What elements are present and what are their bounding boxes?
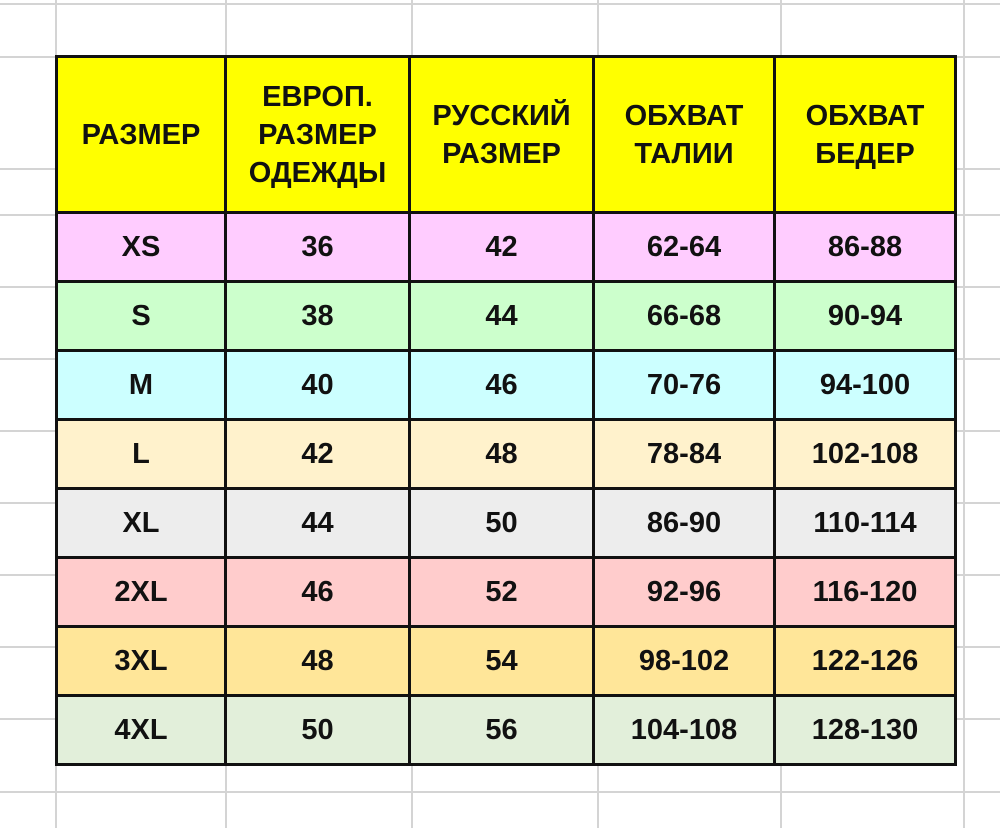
table-row: M 40 46 70-76 94-100 bbox=[55, 349, 957, 421]
table-cell[interactable]: 86-90 bbox=[592, 487, 776, 559]
table-cell[interactable]: M bbox=[55, 349, 227, 421]
table-cell[interactable]: 3XL bbox=[55, 625, 227, 697]
table-row: XL 44 50 86-90 110-114 bbox=[55, 487, 957, 559]
header-text: РАЗМЕР bbox=[81, 118, 201, 151]
header-text: ОБХВАТ bbox=[805, 99, 925, 132]
table-cell[interactable]: 2XL bbox=[55, 556, 227, 628]
table-row: 3XL 48 54 98-102 122-126 bbox=[55, 625, 957, 697]
table-cell[interactable]: 92-96 bbox=[592, 556, 776, 628]
table-cell[interactable]: 102-108 bbox=[773, 418, 957, 490]
table-row: 4XL 50 56 104-108 128-130 bbox=[55, 694, 957, 766]
header-cell[interactable]: РАЗМЕР bbox=[55, 55, 227, 214]
table-cell[interactable]: 62-64 bbox=[592, 211, 776, 283]
gridline bbox=[0, 3, 1000, 5]
table-cell[interactable]: 52 bbox=[408, 556, 595, 628]
header-text: ЕВРОП. bbox=[262, 80, 373, 113]
header-cell[interactable]: РУССКИЙ РАЗМЕР bbox=[408, 55, 595, 214]
table-cell[interactable]: L bbox=[55, 418, 227, 490]
gridline bbox=[963, 0, 965, 828]
table-row: 2XL 46 52 92-96 116-120 bbox=[55, 556, 957, 628]
table-cell[interactable]: 94-100 bbox=[773, 349, 957, 421]
table-cell[interactable]: 4XL bbox=[55, 694, 227, 766]
table-cell[interactable]: 78-84 bbox=[592, 418, 776, 490]
header-text: БЕДЕР bbox=[815, 137, 915, 170]
gridline bbox=[0, 791, 1000, 793]
table-cell[interactable]: 90-94 bbox=[773, 280, 957, 352]
table-cell[interactable]: 128-130 bbox=[773, 694, 957, 766]
table-cell[interactable]: 46 bbox=[408, 349, 595, 421]
table-cell[interactable]: 42 bbox=[224, 418, 411, 490]
table-cell[interactable]: 98-102 bbox=[592, 625, 776, 697]
table-cell[interactable]: 110-114 bbox=[773, 487, 957, 559]
table-cell[interactable]: 40 bbox=[224, 349, 411, 421]
table-cell[interactable]: 70-76 bbox=[592, 349, 776, 421]
table-cell[interactable]: XL bbox=[55, 487, 227, 559]
table-cell[interactable]: 116-120 bbox=[773, 556, 957, 628]
table-cell[interactable]: 48 bbox=[224, 625, 411, 697]
header-text: РУССКИЙ bbox=[432, 99, 571, 132]
table-cell[interactable]: 46 bbox=[224, 556, 411, 628]
table-cell[interactable]: 86-88 bbox=[773, 211, 957, 283]
header-text: ОБХВАТ bbox=[624, 99, 744, 132]
table-cell[interactable]: 104-108 bbox=[592, 694, 776, 766]
table-cell[interactable]: 122-126 bbox=[773, 625, 957, 697]
table-cell[interactable]: 42 bbox=[408, 211, 595, 283]
table-cell[interactable]: 50 bbox=[408, 487, 595, 559]
table-cell[interactable]: 50 bbox=[224, 694, 411, 766]
table-row: S 38 44 66-68 90-94 bbox=[55, 280, 957, 352]
table-cell[interactable]: 56 bbox=[408, 694, 595, 766]
header-cell[interactable]: ЕВРОП. РАЗМЕР ОДЕЖДЫ bbox=[224, 55, 411, 214]
header-text: РАЗМЕР bbox=[442, 137, 561, 170]
table-cell[interactable]: S bbox=[55, 280, 227, 352]
table-cell[interactable]: 38 bbox=[224, 280, 411, 352]
header-cell[interactable]: ОБХВАТ ТАЛИИ bbox=[592, 55, 776, 214]
table-cell[interactable]: 54 bbox=[408, 625, 595, 697]
header-text: ОДЕЖДЫ bbox=[248, 156, 387, 189]
table-cell[interactable]: 44 bbox=[224, 487, 411, 559]
table-cell[interactable]: 44 bbox=[408, 280, 595, 352]
header-cell[interactable]: ОБХВАТ БЕДЕР bbox=[773, 55, 957, 214]
table-cell[interactable]: XS bbox=[55, 211, 227, 283]
header-text: ТАЛИИ bbox=[634, 137, 734, 170]
table-cell[interactable]: 66-68 bbox=[592, 280, 776, 352]
table-row: XS 36 42 62-64 86-88 bbox=[55, 211, 957, 283]
header-text: РАЗМЕР bbox=[258, 118, 377, 151]
table-cell[interactable]: 48 bbox=[408, 418, 595, 490]
size-chart-table: РАЗМЕР ЕВРОП. РАЗМЕР ОДЕЖДЫ РУССКИЙ РАЗМЕР ОБХ… bbox=[55, 55, 957, 766]
header-row: РАЗМЕР ЕВРОП. РАЗМЕР ОДЕЖДЫ РУССКИЙ РАЗМЕР ОБХ… bbox=[55, 55, 957, 214]
table-cell[interactable]: 36 bbox=[224, 211, 411, 283]
table-row: L 42 48 78-84 102-108 bbox=[55, 418, 957, 490]
